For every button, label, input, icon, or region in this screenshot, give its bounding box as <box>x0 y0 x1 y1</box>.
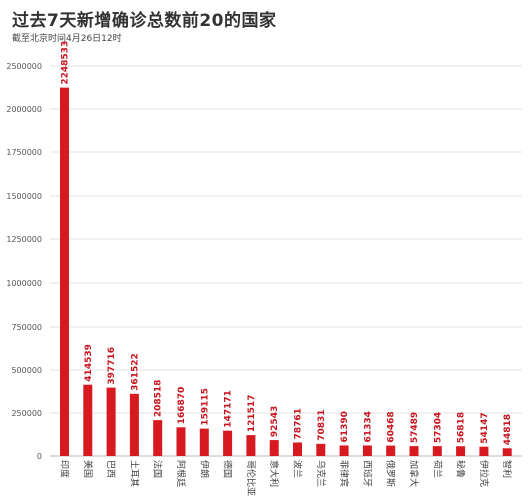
x-tick-label: 巴西 <box>105 460 116 478</box>
data-label: 208518 <box>154 380 164 418</box>
chart-title: 过去7天新增确诊总数前20的国家 <box>12 11 277 31</box>
bar <box>269 440 279 456</box>
x-tick-label: 秘鲁 <box>455 460 467 478</box>
bar <box>456 446 466 456</box>
bar <box>83 384 93 456</box>
x-tick-label: 荷兰 <box>431 460 443 478</box>
data-label: 92543 <box>270 406 280 437</box>
y-tick-label: 1250000 <box>6 235 42 244</box>
y-tick-label: 500000 <box>11 366 42 375</box>
y-tick-label: 750000 <box>11 323 42 332</box>
data-label: 397716 <box>107 347 117 385</box>
chart-subtitle: 截至北京时间4月26日12时 <box>12 34 122 44</box>
bar <box>293 442 302 456</box>
x-tick-label: 法国 <box>152 460 164 478</box>
data-label: 70831 <box>317 410 327 441</box>
data-label: 56818 <box>457 412 467 443</box>
y-tick-label: 1000000 <box>6 279 42 288</box>
x-tick-label: 加拿大 <box>408 460 420 487</box>
bar <box>479 446 489 456</box>
x-tick-label: 菲律宾 <box>338 460 350 487</box>
data-label: 44818 <box>503 414 513 445</box>
bar <box>106 387 116 456</box>
data-label: 414539 <box>84 344 94 382</box>
bar <box>502 448 512 456</box>
y-tick-label: 1500000 <box>6 192 42 201</box>
data-label: 78761 <box>294 408 304 439</box>
bar <box>176 427 186 456</box>
data-label: 2248533 <box>61 41 71 85</box>
x-tick-label: 西班牙 <box>361 460 373 487</box>
y-tick-label: 2500000 <box>6 62 42 71</box>
bar <box>339 445 349 456</box>
x-tick-label: 伊朗 <box>198 460 210 478</box>
y-tick-label: 0 <box>37 452 42 461</box>
data-label: 54147 <box>480 412 490 443</box>
data-label: 159115 <box>200 388 210 426</box>
bar <box>60 87 69 456</box>
y-tick-label: 1750000 <box>6 148 42 157</box>
x-tick-label: 印度 <box>59 460 71 478</box>
x-tick-label: 阿根廷 <box>175 460 187 487</box>
x-tick-label: 智利 <box>501 460 513 478</box>
x-tick-label: 乌克兰 <box>315 460 327 487</box>
bar <box>199 428 209 456</box>
bar <box>246 435 256 456</box>
x-tick-label: 俄罗斯 <box>385 460 397 487</box>
bar <box>153 420 163 456</box>
x-tick-label: 伊拉克 <box>478 460 490 487</box>
bar <box>223 430 233 456</box>
x-tick-label: 土耳其 <box>128 460 140 487</box>
data-label: 166870 <box>177 387 187 425</box>
bar <box>316 443 326 456</box>
y-tick-label: 250000 <box>11 409 42 418</box>
x-tick-label: 意大利 <box>268 460 280 487</box>
y-tick-label: 2000000 <box>6 105 42 114</box>
data-label: 361522 <box>130 353 140 391</box>
data-label: 121517 <box>247 395 257 433</box>
bar <box>386 445 396 456</box>
bar <box>129 393 139 456</box>
x-tick-label: 哥伦比亚 <box>245 460 257 496</box>
bar <box>432 446 442 456</box>
bar <box>409 446 419 456</box>
data-label: 61334 <box>363 411 373 442</box>
x-tick-label: 波兰 <box>292 460 304 478</box>
data-label: 57489 <box>410 412 420 443</box>
data-label: 57304 <box>433 412 443 443</box>
bar <box>362 445 372 456</box>
data-label: 61390 <box>340 411 350 442</box>
data-label: 147171 <box>224 390 234 428</box>
x-tick-label: 德国 <box>222 460 234 478</box>
x-tick-label: 美国 <box>82 460 94 478</box>
data-label: 60468 <box>387 411 397 442</box>
